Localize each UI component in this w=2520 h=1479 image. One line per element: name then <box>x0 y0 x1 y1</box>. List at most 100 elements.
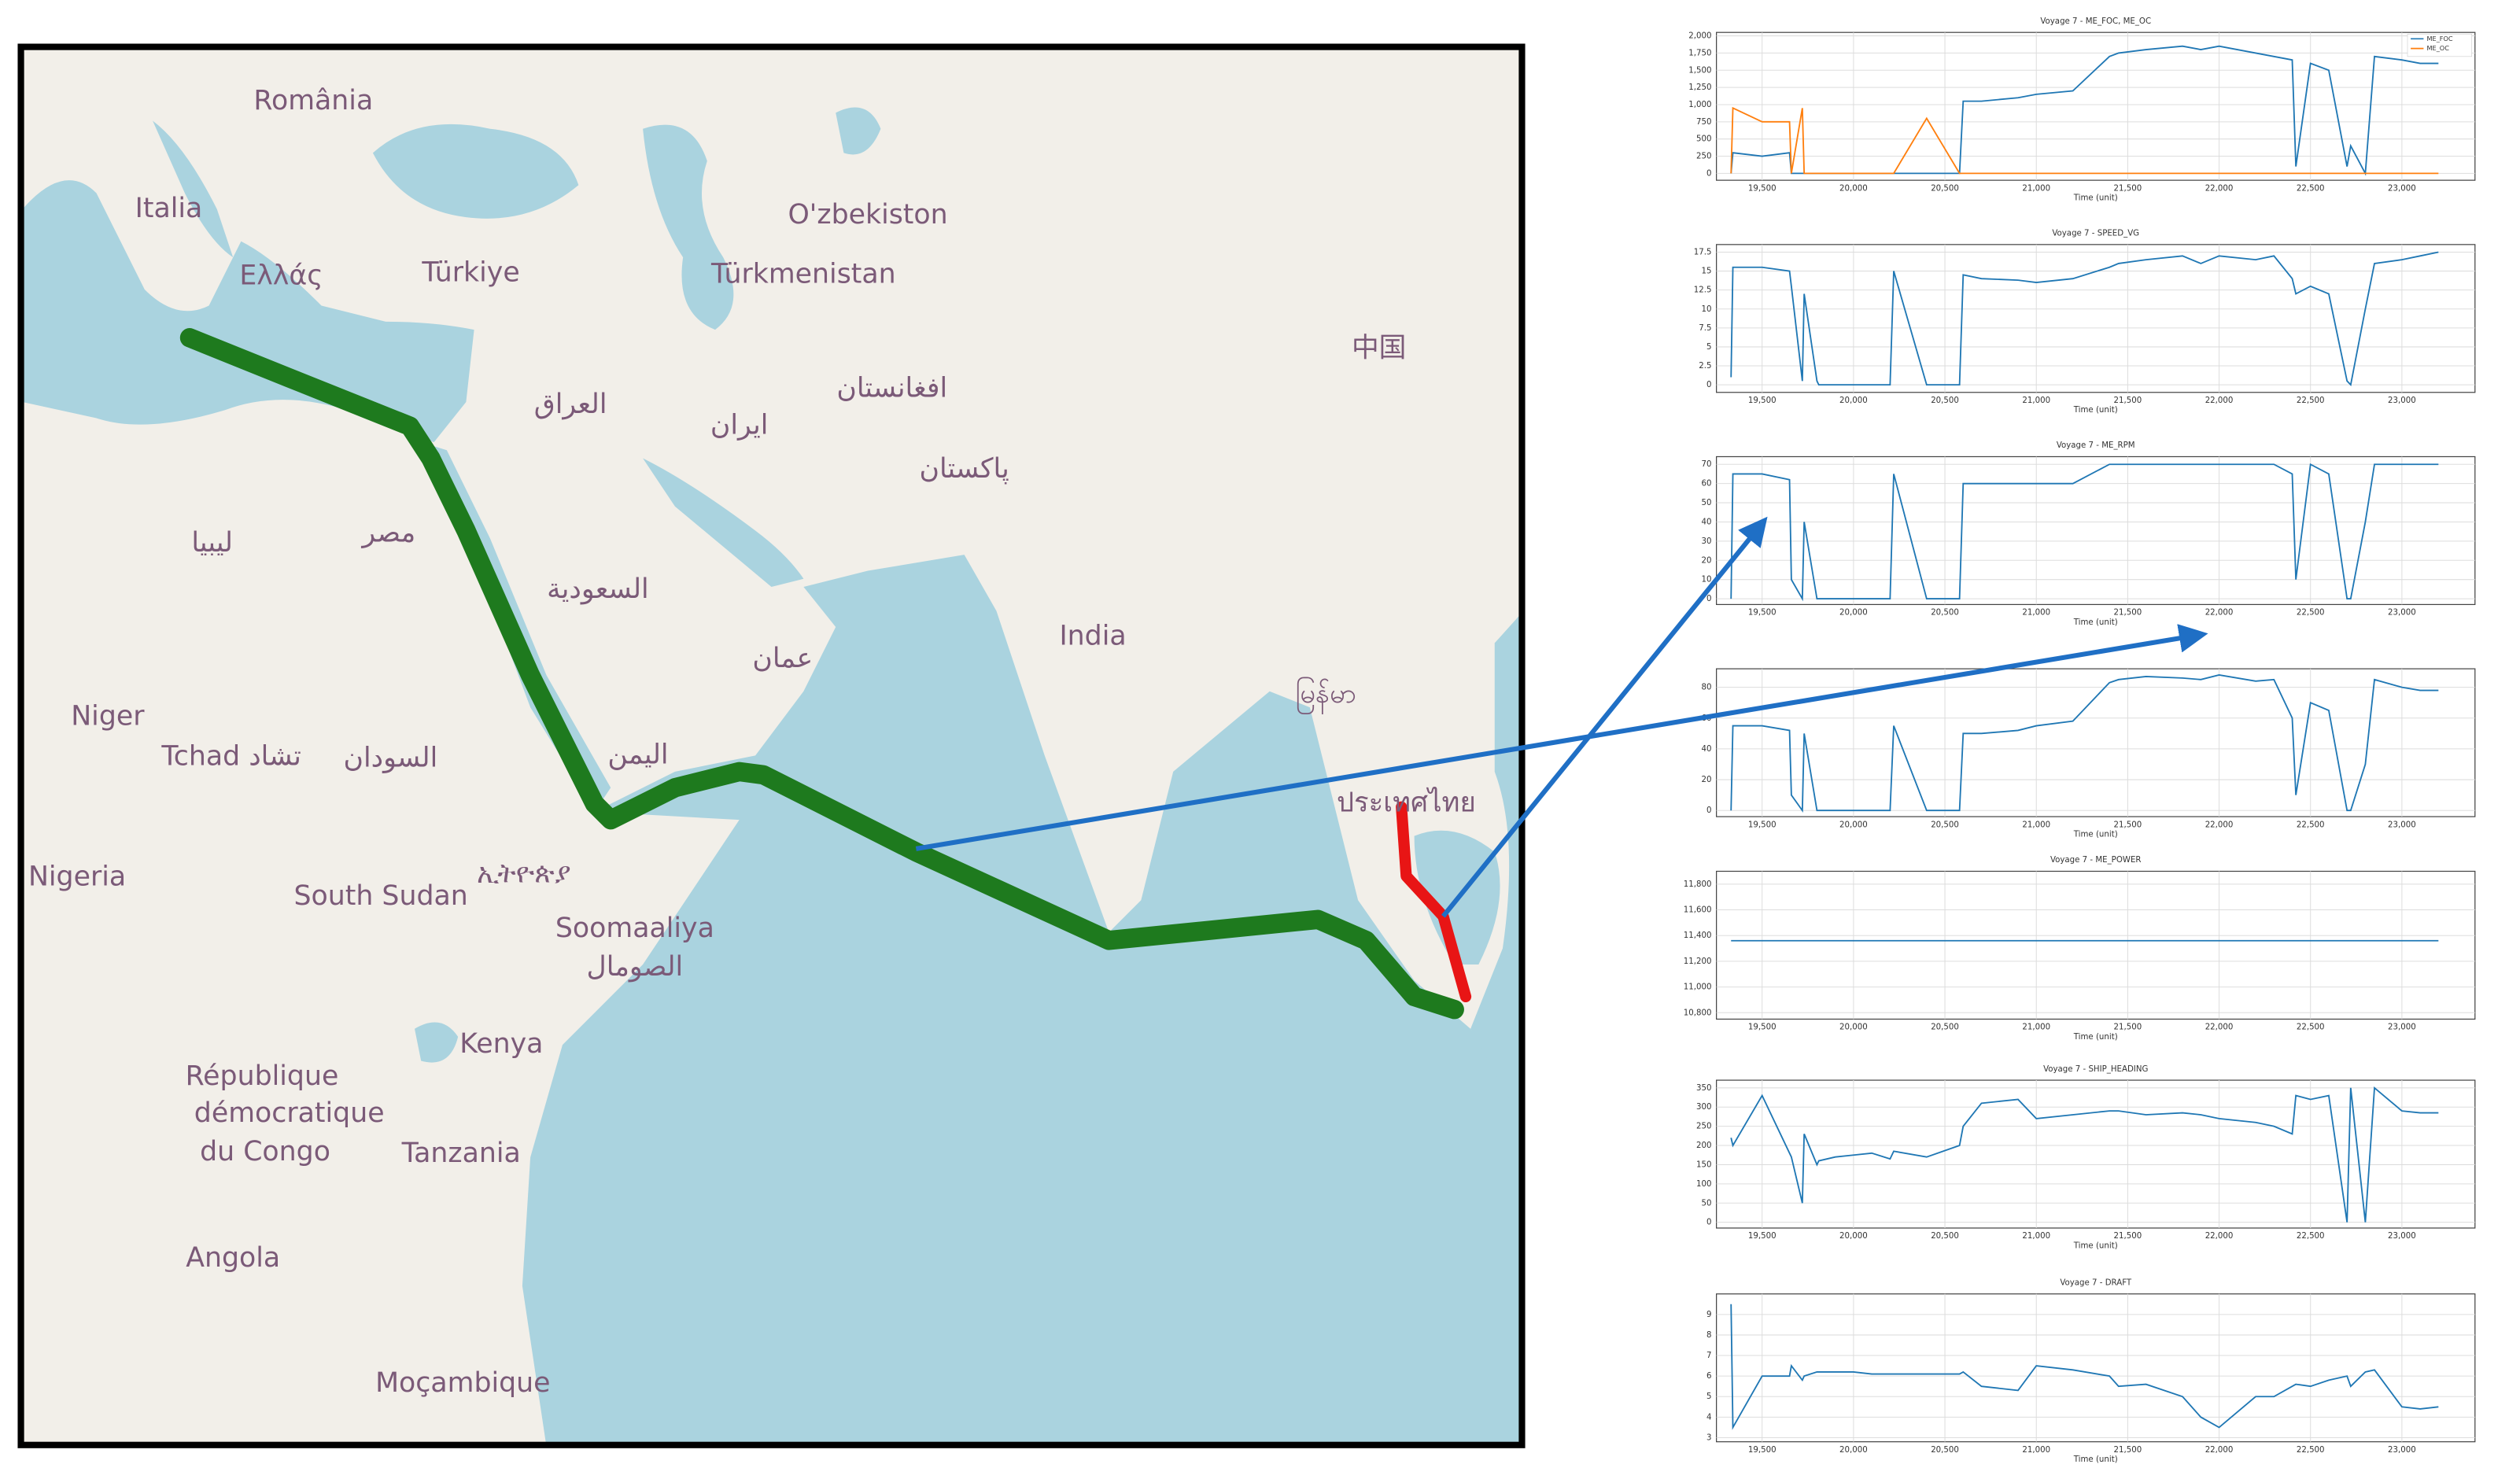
caspian <box>643 124 734 330</box>
chart-title: Voyage 7 - SHIP_HEADING <box>2043 1065 2148 1074</box>
y-tick-label: 1,750 <box>1688 49 1711 57</box>
chart-title: Voyage 7 - ME_FOC, ME_OC <box>2040 17 2151 26</box>
y-tick-label: 40 <box>1702 518 1712 526</box>
map-label: Kenya <box>459 1028 543 1060</box>
x-tick-label: 19,500 <box>1748 1232 1777 1241</box>
y-tick-label: 50 <box>1702 499 1712 507</box>
x-tick-label: 20,500 <box>1931 821 1959 829</box>
x-tick-label: 19,500 <box>1748 1446 1777 1455</box>
x-tick-label: 21,500 <box>2114 821 2142 829</box>
x-axis-label: Time (unit) <box>2073 1241 2118 1250</box>
map-label: République <box>186 1060 339 1092</box>
map-label: العراق <box>534 389 607 420</box>
y-tick-label: 0 <box>1706 1219 1712 1227</box>
x-tick-label: 22,000 <box>2205 1023 2234 1032</box>
x-tick-label: 22,000 <box>2205 396 2234 405</box>
route-red <box>1396 801 1472 1002</box>
y-tick-label: 1,250 <box>1688 83 1711 92</box>
chart-title: Voyage 7 - ME_POWER <box>2050 856 2142 865</box>
x-tick-label: 23,000 <box>2388 1232 2416 1241</box>
y-tick-label: 10 <box>1702 576 1712 585</box>
map-label: India <box>1059 620 1126 651</box>
x-tick-label: 19,500 <box>1748 821 1777 829</box>
y-tick-label: 11,400 <box>1684 931 1712 940</box>
map-label: Nigeria <box>28 861 126 893</box>
y-tick-label: 10,800 <box>1684 1009 1712 1017</box>
x-tick-label: 22,500 <box>2297 821 2325 829</box>
x-tick-label: 21,500 <box>2114 609 2142 618</box>
x-tick-label: 21,000 <box>2022 609 2050 618</box>
x-tick-label: 20,500 <box>1931 1023 1959 1032</box>
y-tick-label: 9 <box>1706 1311 1712 1319</box>
x-tick-label: 21,500 <box>2114 1232 2142 1241</box>
map-label: Türkiye <box>421 257 519 289</box>
x-tick-label: 23,000 <box>2388 184 2416 193</box>
map-label: 中国 <box>1352 333 1406 364</box>
map-label: افغانستان <box>836 373 947 404</box>
x-tick-label: 21,000 <box>2022 184 2050 193</box>
plot-area <box>1716 870 2476 1020</box>
legend-label: ME_FOC <box>2427 35 2453 42</box>
y-tick-label: 5 <box>1706 343 1712 352</box>
x-tick-label: 21,500 <box>2114 1023 2142 1032</box>
y-tick-label: 250 <box>1696 153 1711 161</box>
plot-area <box>1716 1079 2476 1229</box>
x-tick-label: 19,500 <box>1748 184 1777 193</box>
x-tick-label: 20,000 <box>1839 1446 1868 1455</box>
y-tick-label: 80 <box>1702 684 1712 692</box>
x-tick-label: 22,000 <box>2205 1232 2234 1241</box>
x-tick-label: 23,000 <box>2388 1023 2416 1032</box>
x-tick-label: 20,000 <box>1839 821 1868 829</box>
y-tick-label: 17.5 <box>1694 248 1712 256</box>
x-tick-label: 22,500 <box>2297 184 2325 193</box>
x-axis-label: Time (unit) <box>2073 1033 2118 1042</box>
x-tick-label: 20,000 <box>1839 396 1868 405</box>
y-tick-label: 8 <box>1706 1331 1712 1340</box>
series-line <box>1730 251 2439 387</box>
x-tick-label: 20,500 <box>1931 184 1959 193</box>
y-tick-label: 0 <box>1706 169 1712 178</box>
x-tick-label: 22,000 <box>2205 184 2234 193</box>
map-label: South Sudan <box>293 880 467 912</box>
map-label: Niger <box>71 700 145 732</box>
map-label: اليمن <box>607 739 668 770</box>
map-label: الصومال <box>587 951 684 983</box>
map-label: ኢትዮጵያ <box>477 858 571 890</box>
x-tick-label: 20,500 <box>1931 1446 1959 1455</box>
x-tick-label: 20,000 <box>1839 1232 1868 1241</box>
legend-label: ME_OC <box>2427 44 2450 52</box>
south-china-sea <box>1470 614 1521 1119</box>
map-label: မြန်မာ <box>1295 677 1356 715</box>
x-tick-label: 21,000 <box>2022 1446 2050 1455</box>
route-green <box>179 328 1464 1020</box>
black-sea <box>372 124 579 219</box>
y-tick-label: 5 <box>1706 1392 1712 1401</box>
great-lakes <box>415 1022 459 1063</box>
x-tick-label: 22,500 <box>2297 1232 2325 1241</box>
y-tick-label: 2.5 <box>1699 362 1711 371</box>
map-label: السعودية <box>547 574 649 605</box>
plot-area <box>1716 31 2476 181</box>
y-tick-label: 60 <box>1702 480 1712 489</box>
map-label: مصر <box>360 518 415 549</box>
map-label: پاکستان <box>919 453 1009 485</box>
y-tick-label: 11,200 <box>1684 957 1712 966</box>
x-tick-label: 19,500 <box>1748 396 1777 405</box>
x-tick-label: 20,500 <box>1931 396 1959 405</box>
map-label: ليبيا <box>191 527 233 559</box>
aral <box>836 107 881 155</box>
x-tick-label: 21,500 <box>2114 396 2142 405</box>
x-tick-label: 19,500 <box>1748 609 1777 618</box>
arrow <box>1441 516 1768 918</box>
x-tick-label: 20,000 <box>1839 184 1868 193</box>
legend-box <box>2407 33 2473 57</box>
y-tick-label: 750 <box>1696 118 1711 127</box>
x-axis-label: Time (unit) <box>2073 194 2118 203</box>
map-label: du Congo <box>200 1136 330 1167</box>
y-tick-label: 11,600 <box>1684 906 1712 915</box>
persian-gulf <box>643 458 804 587</box>
map-label: Tchad تشاد <box>160 740 301 772</box>
y-tick-label: 50 <box>1702 1199 1712 1208</box>
plot-area <box>1716 1293 2476 1443</box>
plot-area <box>1716 668 2476 817</box>
